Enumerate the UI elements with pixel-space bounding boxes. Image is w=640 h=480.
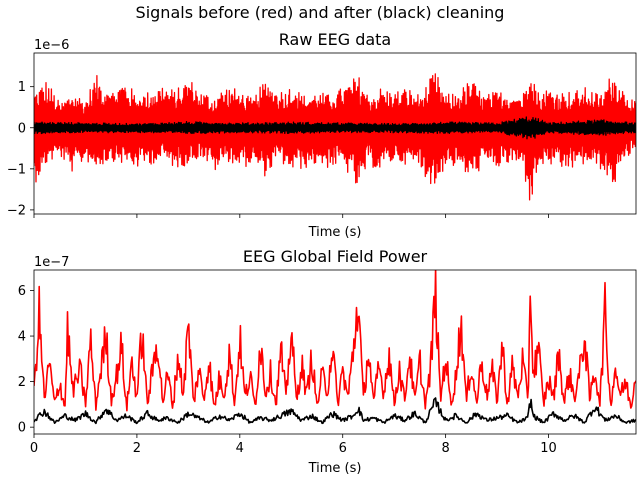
figure-title: Signals before (red) and after (black) c… bbox=[136, 3, 505, 22]
raw-eeg-panel: Raw EEG data 1e−6 −2 −1 0 1 Time (s) bbox=[7, 30, 637, 240]
raw-eeg-x-ticks bbox=[33, 214, 549, 218]
raw-eeg-x-axis-label: Time (s) bbox=[308, 225, 362, 240]
raw-eeg-y-tick-label: −2 bbox=[7, 203, 26, 218]
gfp-x-ticks: 0 2 4 6 8 10 bbox=[30, 434, 557, 456]
raw-eeg-series-before bbox=[34, 73, 636, 201]
raw-eeg-plot-area bbox=[34, 73, 636, 201]
raw-eeg-title: Raw EEG data bbox=[279, 30, 391, 49]
raw-eeg-series-after bbox=[34, 116, 636, 140]
raw-eeg-y-tick-label: 0 bbox=[18, 121, 26, 136]
gfp-x-tick-label: 6 bbox=[339, 441, 347, 456]
gfp-offset-label: 1e−7 bbox=[34, 255, 69, 270]
gfp-series-after bbox=[34, 397, 636, 425]
gfp-axes-frame bbox=[33, 269, 637, 435]
raw-eeg-y-tick-label: −1 bbox=[7, 162, 26, 177]
gfp-panel: EEG Global Field Power 1e−7 0 2 4 6 8 10 0 2 4 6… bbox=[18, 247, 637, 476]
gfp-y-ticks: 0 2 4 6 bbox=[18, 284, 34, 436]
raw-eeg-axes-frame bbox=[33, 52, 637, 215]
gfp-plot-area bbox=[34, 270, 636, 425]
gfp-y-tick-label: 2 bbox=[18, 375, 26, 390]
gfp-title: EEG Global Field Power bbox=[243, 247, 428, 266]
raw-eeg-y-tick-label: 1 bbox=[18, 80, 26, 95]
gfp-y-tick-label: 6 bbox=[18, 284, 26, 299]
gfp-x-tick-label: 0 bbox=[30, 441, 38, 456]
gfp-x-tick-label: 2 bbox=[133, 441, 141, 456]
gfp-y-tick-label: 4 bbox=[18, 330, 26, 345]
gfp-series-before bbox=[34, 270, 636, 412]
gfp-x-axis-label: Time (s) bbox=[308, 461, 362, 476]
raw-eeg-y-ticks: −2 −1 0 1 bbox=[7, 80, 34, 218]
gfp-x-tick-label: 8 bbox=[441, 441, 449, 456]
gfp-y-tick-label: 0 bbox=[18, 421, 26, 436]
gfp-x-tick-label: 10 bbox=[540, 441, 557, 456]
gfp-x-tick-label: 4 bbox=[236, 441, 244, 456]
raw-eeg-offset-label: 1e−6 bbox=[34, 38, 69, 53]
